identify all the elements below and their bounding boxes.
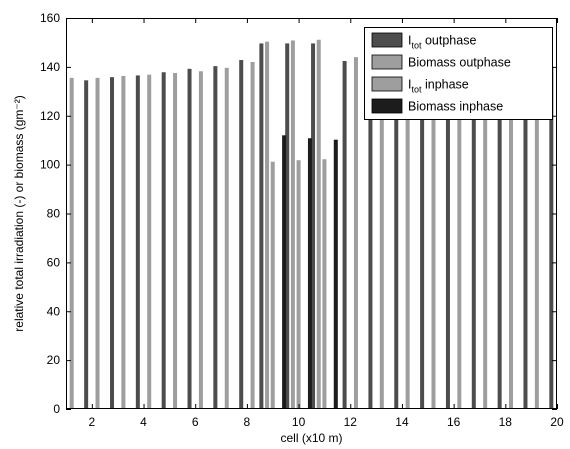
bar: [290, 40, 295, 409]
legend-entry: Biomass outphase: [408, 56, 511, 70]
bar: [445, 66, 450, 410]
x-tick-label: 18: [499, 415, 513, 429]
bar: [161, 72, 166, 409]
x-axis-label: cell (x10 m): [280, 431, 342, 445]
bar: [342, 61, 347, 409]
bar: [147, 74, 152, 409]
bar: [457, 66, 462, 410]
bar: [497, 66, 502, 410]
bar: [95, 77, 100, 410]
x-tick-label: 6: [192, 415, 199, 429]
bar: [549, 66, 554, 410]
x-tick-label: 12: [344, 415, 358, 429]
y-tick-label: 80: [47, 207, 61, 221]
legend-swatch: [371, 76, 403, 92]
y-tick-label: 160: [40, 11, 60, 25]
bar: [213, 66, 218, 409]
bar: [420, 66, 425, 410]
bars-layer: [69, 39, 554, 410]
legend-swatch: [371, 32, 403, 48]
bar: [523, 66, 528, 410]
bar: [322, 159, 327, 409]
bar: [259, 43, 264, 410]
bar: [296, 160, 301, 409]
y-tick-label: 0: [53, 402, 60, 416]
bar: [405, 66, 410, 410]
bar: [69, 77, 74, 410]
bar: [285, 43, 290, 410]
legend-swatch: [371, 98, 403, 114]
x-tick-label: 20: [550, 415, 564, 429]
bar: [431, 66, 436, 410]
y-tick-label: 100: [40, 158, 60, 172]
y-tick-label: 60: [47, 255, 61, 269]
bar: [483, 66, 488, 410]
bar: [270, 161, 275, 409]
x-tick-label: 10: [292, 415, 306, 429]
bar: [110, 77, 115, 409]
bar: [311, 43, 316, 410]
bar: [135, 75, 140, 410]
y-tick-label: 120: [40, 109, 60, 123]
bar: [224, 67, 229, 409]
bar: [265, 41, 270, 409]
y-tick-label: 40: [47, 304, 61, 318]
y-tick-label: 140: [40, 60, 60, 74]
bar: [353, 57, 358, 409]
y-axis-label: relative total irradiation (-) or biomas…: [12, 95, 26, 331]
x-tick-label: 4: [140, 415, 147, 429]
bar: [173, 72, 178, 409]
bar: [250, 61, 255, 410]
bar: [84, 80, 89, 409]
legend-swatch: [371, 54, 403, 70]
bar: [394, 66, 399, 410]
bar: [307, 138, 312, 410]
bar: [471, 66, 476, 410]
x-tick-label: 16: [447, 415, 461, 429]
bar: [333, 139, 338, 409]
bar: [509, 66, 514, 410]
legend-entry: Biomass inphase: [408, 100, 503, 114]
bar: [368, 66, 373, 410]
bar: [316, 39, 321, 409]
bar: [534, 66, 539, 410]
x-tick-label: 14: [395, 415, 409, 429]
x-tick-label: 2: [88, 415, 95, 429]
bar: [187, 68, 192, 409]
x-tick-label: 8: [244, 415, 251, 429]
y-tick-label: 20: [47, 353, 61, 367]
legend: Itot outphase Biomass outphase Itot inphas…: [364, 27, 553, 120]
bar: [379, 66, 384, 410]
bar: [282, 135, 287, 410]
ticks-layer: 0 20 40 60 80 100 120 140 160 2 4 6 8 10 12 14 16 18 20: [40, 11, 564, 429]
legend-entry: Itot outphase: [408, 34, 476, 51]
legend-entry: Itot inphase: [408, 78, 469, 95]
bar: [121, 75, 126, 410]
bar: [239, 60, 244, 409]
bar: [198, 71, 203, 410]
